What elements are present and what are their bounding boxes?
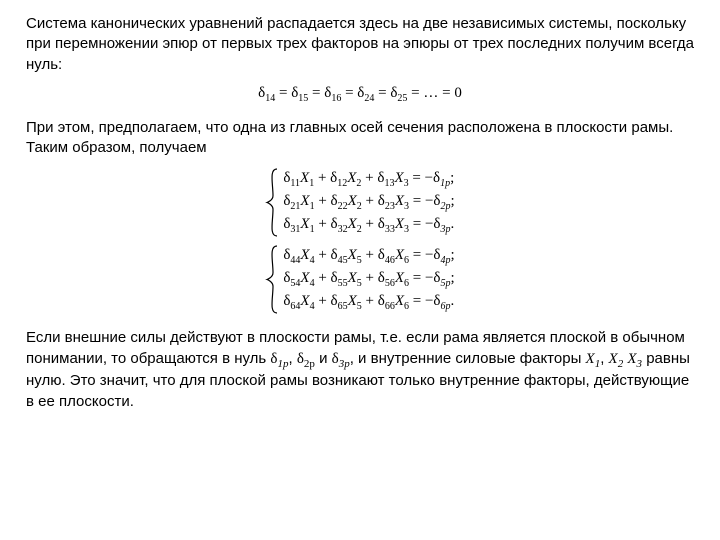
brace-icon bbox=[265, 245, 279, 314]
system-1: δ11X1 + δ12X2 + δ13X3 = −δ1p; δ21X1 + δ22… bbox=[265, 168, 454, 237]
equation-systems: δ11X1 + δ12X2 + δ13X3 = −δ1p; δ21X1 + δ22… bbox=[26, 168, 694, 314]
conclusion-mid: , и внутренние силовые факторы bbox=[350, 350, 586, 367]
equation-row: δ54X4 + δ55X5 + δ56X6 = −δ5p; bbox=[283, 270, 454, 289]
equation-row: δ64X4 + δ65X5 + δ66X6 = −δ6p. bbox=[283, 293, 454, 312]
equation-row: δ21X1 + δ22X2 + δ23X3 = −δ2p; bbox=[283, 193, 454, 212]
equation-row: δ44X4 + δ45X5 + δ46X6 = −δ4p; bbox=[283, 247, 454, 266]
delta-1p: δ1p bbox=[270, 351, 288, 367]
delta-3p: δ3p bbox=[332, 351, 350, 367]
sep: и bbox=[315, 350, 332, 367]
equation-row: δ31X1 + δ32X2 + δ33X3 = −δ3p. bbox=[283, 216, 454, 235]
assumption-paragraph: При этом, предполагаем, что одна из глав… bbox=[26, 118, 694, 159]
system-2: δ44X4 + δ45X5 + δ46X6 = −δ4p; δ54X4 + δ55… bbox=[265, 245, 454, 314]
sep: , bbox=[289, 350, 297, 367]
x1: X1 bbox=[586, 351, 601, 367]
zero-equation: δ14 = δ15 = δ16 = δ24 = δ25 = … = 0 bbox=[26, 85, 694, 104]
brace-icon bbox=[265, 168, 279, 237]
x2: X2 bbox=[609, 351, 624, 367]
assumption-text-b: Таким образом, получаем bbox=[26, 139, 207, 156]
conclusion-paragraph: Если внешние силы действуют в плоскости … bbox=[26, 328, 694, 412]
intro-paragraph: Система канонических уравнений распадает… bbox=[26, 14, 694, 75]
x3: X3 bbox=[627, 351, 642, 367]
equation-row: δ11X1 + δ12X2 + δ13X3 = −δ1p; bbox=[283, 170, 454, 189]
assumption-text-a: При этом, предполагаем, что одна из глав… bbox=[26, 119, 673, 136]
sep: , bbox=[600, 350, 608, 367]
delta-2p: δ2p bbox=[297, 351, 315, 367]
